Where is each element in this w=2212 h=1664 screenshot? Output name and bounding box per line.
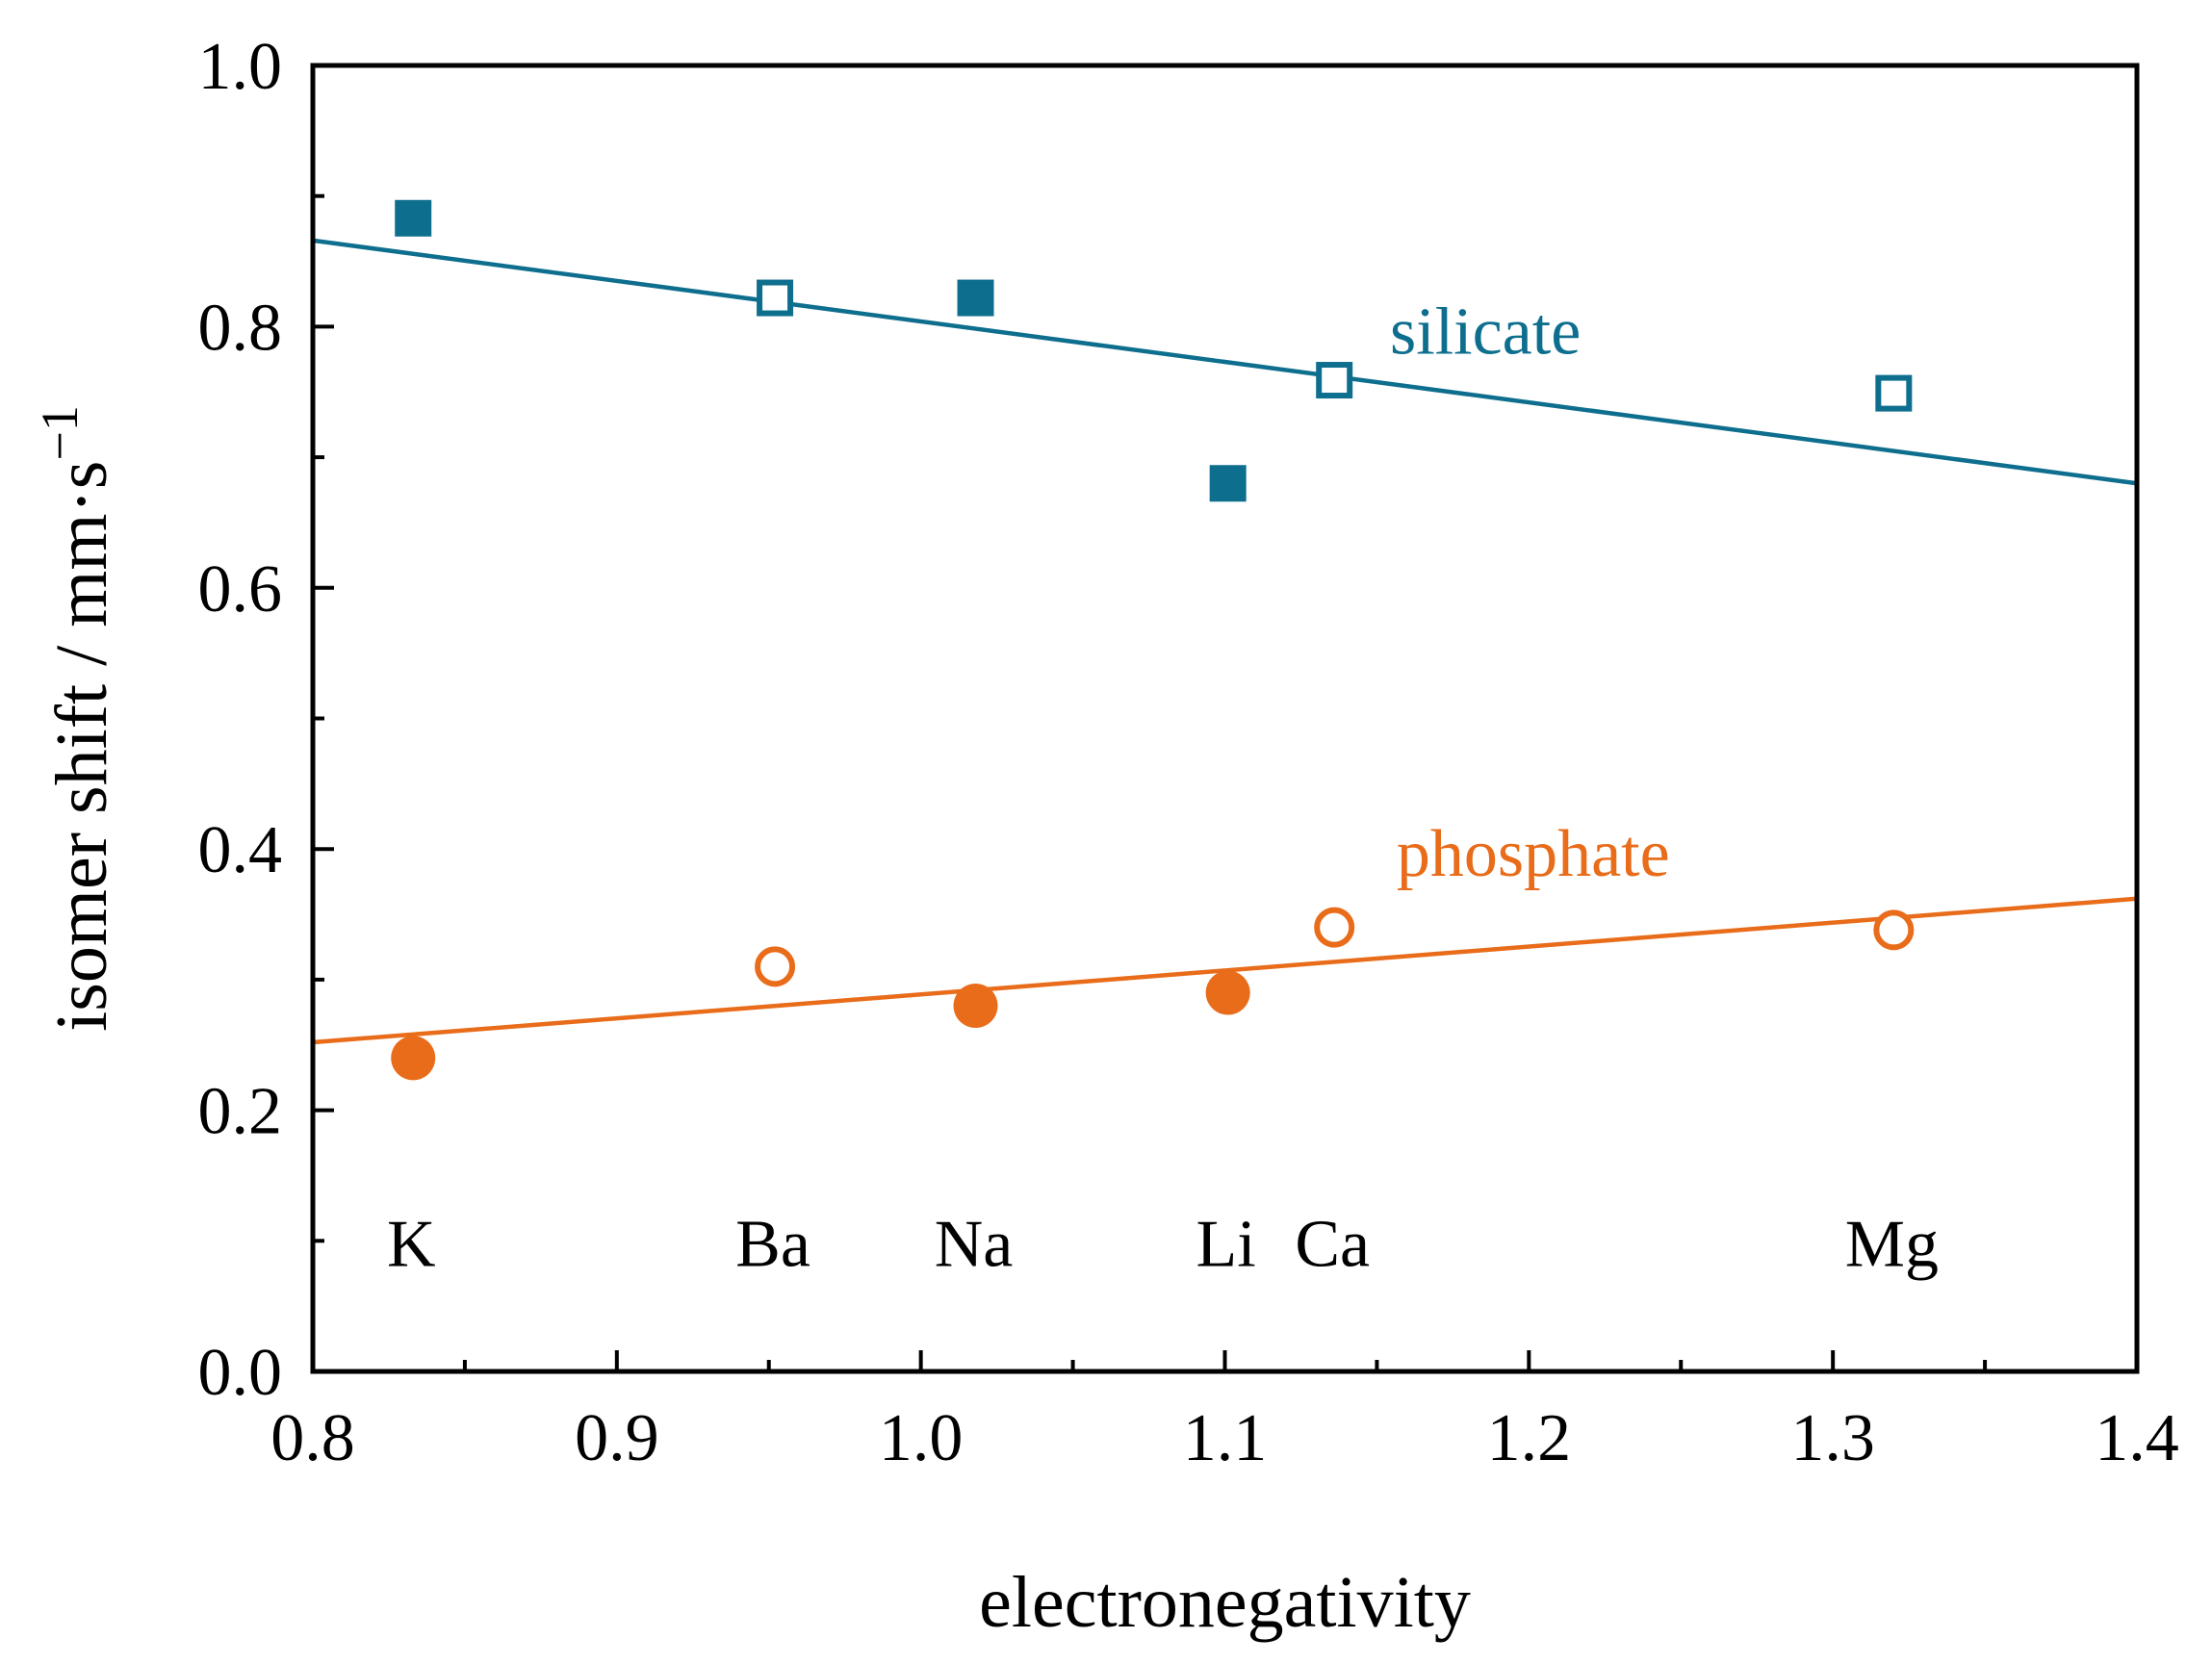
axis-ticks — [311, 64, 2139, 1373]
y-tick-label: 0.8 — [198, 291, 283, 365]
x-tick-label: 1.4 — [2095, 1401, 2179, 1475]
silicate-point-ca — [1316, 362, 1353, 399]
silicate-series-label: silicate — [1390, 294, 1581, 369]
phosphate-fit-line — [312, 896, 2138, 1045]
x-tick-label: 1.2 — [1487, 1401, 1572, 1475]
silicate-point-li — [1209, 465, 1247, 502]
silicate-point-mg — [1875, 374, 1913, 412]
y-tick-label: 1.0 — [198, 30, 283, 104]
y-axis-title-superscript: −1 — [31, 405, 89, 460]
silicate-point-k — [395, 199, 432, 237]
y-axis-title: isomer shift / mm·s−1 — [31, 405, 122, 1032]
x-axis-title: electronegativity — [979, 1562, 1471, 1643]
x-tick-label: 0.9 — [575, 1401, 659, 1475]
element-label-na: Na — [935, 1207, 1014, 1281]
fit-lines — [312, 238, 2138, 1045]
y-tick-label: 0.0 — [198, 1336, 283, 1410]
element-label-ba: Ba — [735, 1207, 810, 1281]
silicate-point-na — [957, 279, 994, 317]
data-markers — [391, 199, 1915, 1081]
element-label-k: K — [387, 1207, 436, 1281]
phosphate-point-ba — [755, 946, 796, 987]
phosphate-point-mg — [1873, 909, 1915, 951]
plot-frame — [310, 63, 2140, 1374]
element-labels: K Ba Na Li Ca Mg — [387, 1207, 1939, 1281]
phosphate-point-k — [391, 1036, 436, 1081]
phosphate-series-label: phosphate — [1397, 817, 1670, 891]
x-tick-label: 1.3 — [1790, 1401, 1875, 1475]
y-tick-label: 0.2 — [198, 1075, 283, 1149]
phosphate-point-na — [953, 984, 998, 1029]
series-labels: silicate phosphate — [1390, 294, 1670, 891]
silicate-fit-line — [312, 238, 2138, 486]
x-tick-label: 1.0 — [879, 1401, 964, 1475]
element-label-mg: Mg — [1845, 1207, 1939, 1281]
x-tick-label: 1.1 — [1183, 1401, 1268, 1475]
element-label-li: Li — [1196, 1207, 1256, 1281]
silicate-point-ba — [757, 279, 794, 317]
x-tick-label: 0.8 — [270, 1401, 355, 1475]
phosphate-point-ca — [1314, 907, 1355, 948]
axis-tick-labels: 0.8 0.9 1.0 1.1 1.2 1.3 1.4 0.0 0.2 0.4 0.6 0.8 1.0 — [198, 30, 2179, 1475]
element-label-ca: Ca — [1295, 1207, 1370, 1281]
y-tick-label: 0.6 — [198, 552, 283, 627]
y-axis-title-main: isomer shift / mm·s — [41, 461, 122, 1032]
y-tick-label: 0.4 — [198, 813, 283, 887]
phosphate-point-li — [1205, 970, 1250, 1015]
